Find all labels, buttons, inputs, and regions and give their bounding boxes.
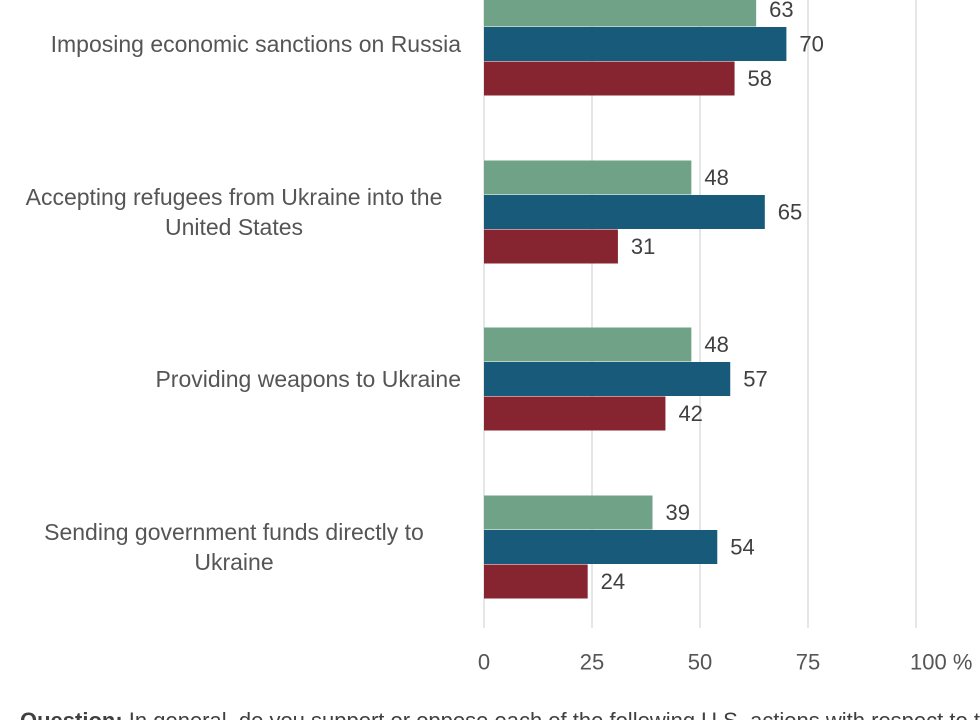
bar — [484, 530, 718, 564]
footnote-label: Question: — [20, 708, 123, 720]
footnote-text: In general, do you support or oppose eac… — [123, 708, 980, 720]
category-label: Accepting refugees from Ukraine into the… — [26, 184, 443, 240]
bar-value-label: 58 — [748, 66, 772, 91]
category-labels: Imposing economic sanctions on Russia Acc… — [26, 31, 462, 575]
bar — [484, 396, 666, 431]
bar-value-label: 57 — [743, 367, 767, 392]
x-tick-label: 25 — [580, 650, 604, 675]
bar — [484, 160, 692, 195]
bar — [484, 0, 757, 27]
bar — [484, 495, 653, 530]
bar — [484, 229, 618, 264]
category-label: Imposing economic sanctions on Russia — [51, 31, 462, 57]
bar-value-label: 39 — [665, 500, 689, 525]
bar-value-label: 48 — [704, 332, 728, 357]
bar-value-label: 54 — [730, 535, 754, 560]
x-tick-label: 0 — [478, 650, 490, 675]
x-tick-label: 75 — [796, 650, 820, 675]
bar-chart: 63 70 58 48 65 31 48 57 42 39 54 24 Imposing econom… — [26, 0, 973, 675]
bar — [484, 327, 692, 362]
x-tick-label: 50 — [688, 650, 712, 675]
bar — [484, 27, 787, 61]
bar — [484, 362, 731, 396]
bar — [484, 195, 765, 229]
x-tick-label: 100 % — [910, 650, 972, 675]
footnote: Question: In general, do you support or … — [20, 708, 980, 720]
category-label: Sending government funds directly to Ukra… — [44, 519, 424, 575]
bar-value-label: 48 — [704, 165, 728, 190]
x-axis-ticks: 0 25 50 75 100 % — [478, 650, 973, 675]
bar-value-label: 42 — [678, 401, 702, 426]
bar-value-label: 63 — [769, 0, 793, 22]
bar-value-label: 65 — [778, 200, 802, 225]
data-labels: 63 70 58 48 65 31 48 57 42 39 54 24 — [601, 0, 824, 594]
bar-value-label: 31 — [631, 234, 655, 259]
bars — [484, 0, 787, 599]
bar — [484, 564, 588, 599]
category-label: Providing weapons to Ukraine — [155, 366, 461, 392]
bar-value-label: 24 — [601, 569, 625, 594]
bar — [484, 61, 735, 96]
bar-value-label: 70 — [799, 32, 823, 57]
